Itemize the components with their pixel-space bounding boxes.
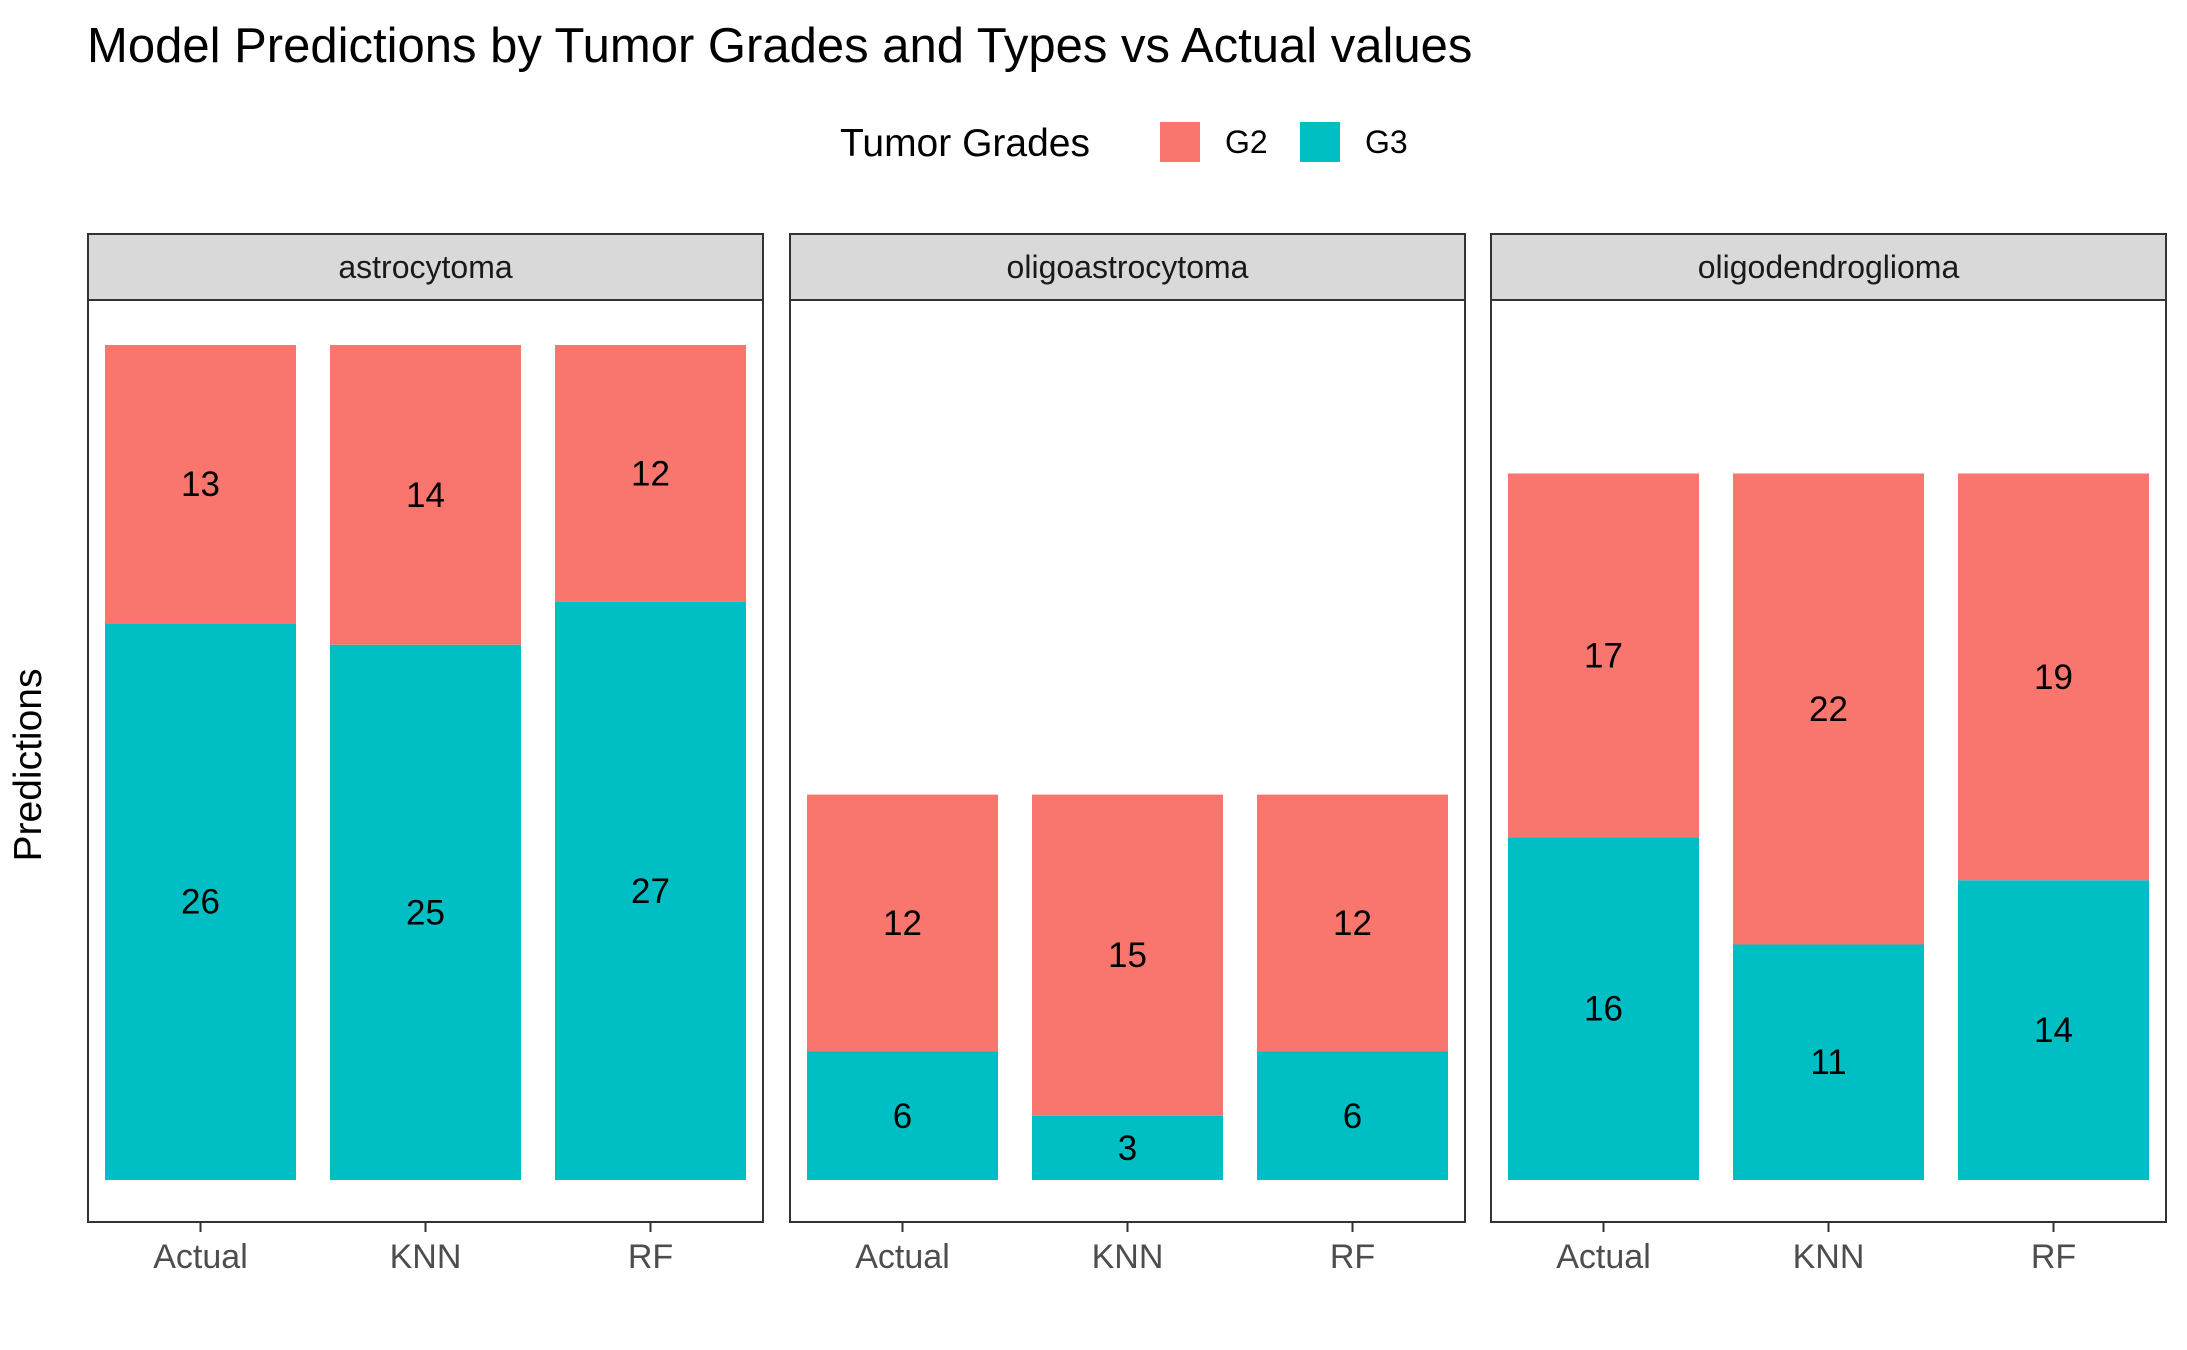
bar-g2 [1958, 473, 2149, 881]
data-label-g3: 16 [1584, 990, 1623, 1029]
data-label-g3: 6 [893, 1097, 912, 1136]
data-label-g3: 26 [181, 883, 220, 922]
bar-g3 [1032, 1115, 1223, 1180]
bar-g3 [1733, 944, 1924, 1180]
x-tick-label: RF [628, 1238, 673, 1276]
data-label-g2: 15 [1108, 936, 1147, 975]
data-label-g2: 13 [181, 465, 220, 504]
legend-swatch-g2 [1160, 122, 1200, 162]
x-tick-label: KNN [1092, 1238, 1164, 1276]
x-tick-label: RF [2031, 1238, 2076, 1276]
chart-title: Model Predictions by Tumor Grades and Ty… [87, 19, 1472, 73]
data-label-g3: 27 [631, 872, 670, 911]
data-label-g2: 14 [406, 476, 445, 515]
data-label-g2: 12 [1333, 904, 1372, 943]
data-label-g3: 11 [1810, 1043, 1846, 1082]
bar-g3 [555, 601, 746, 1180]
legend-label-g3: G3 [1365, 124, 1408, 160]
x-tick-label: KNN [1793, 1238, 1865, 1276]
legend-label-g2: G2 [1225, 124, 1268, 160]
data-label-g2: 22 [1809, 690, 1848, 729]
bar-g3 [1257, 1051, 1448, 1180]
data-label-g3: 14 [2034, 1011, 2073, 1050]
facet-strip [1490, 233, 2167, 301]
data-label-g2: 12 [883, 904, 922, 943]
legend-swatch-g3 [1300, 122, 1340, 162]
facet-astrocytoma: astrocytoma 26 13 Actual 25 14 KNN 27 12 RF [87, 233, 764, 1276]
bar-g2 [1032, 794, 1223, 1116]
bar-g2 [1508, 473, 1699, 838]
bar-g2 [807, 794, 998, 1052]
bar-g2 [1257, 794, 1448, 1052]
bar-g3 [807, 1051, 998, 1180]
x-tick-label: Actual [1556, 1238, 1651, 1276]
x-tick-label: Actual [855, 1238, 950, 1276]
bar-g2 [330, 345, 521, 645]
data-label-g3: 3 [1118, 1129, 1137, 1168]
bar-g3 [105, 623, 296, 1180]
y-axis-label: Predictions [7, 669, 50, 862]
data-label-g2: 12 [631, 454, 670, 493]
data-label-g3: 6 [1343, 1097, 1362, 1136]
facet-strip-label: oligoastrocytoma [1007, 249, 1249, 285]
bar-g3 [1508, 837, 1699, 1180]
bar-g2 [1733, 473, 1924, 945]
bar-g2 [555, 345, 746, 602]
facet-strip-label: astrocytoma [338, 249, 512, 285]
bar-g2 [105, 345, 296, 624]
bar-g3 [1958, 880, 2149, 1180]
facet-strip [87, 233, 764, 301]
legend: Tumor Grades G2 G3 [840, 122, 1408, 165]
data-label-g2: 19 [2034, 658, 2073, 697]
x-tick-label: Actual [153, 1238, 248, 1276]
facet-oligoastrocytoma: oligoastrocytoma 6 12 Actual 3 15 KNN 6 12 RF [789, 233, 1466, 1276]
data-label-g2: 17 [1584, 636, 1623, 675]
legend-title: Tumor Grades [840, 122, 1090, 165]
facet-panels: astrocytoma2613Actual2514KNN2712RFoligoa… [87, 233, 2167, 1276]
x-tick-label: KNN [390, 1238, 462, 1276]
x-tick-label: RF [1330, 1238, 1375, 1276]
facet-strip [789, 233, 1466, 301]
bar-g3 [330, 644, 521, 1180]
data-label-g3: 25 [406, 893, 445, 932]
facet-strip-label: oligodendroglioma [1698, 249, 1960, 285]
facet-oligodendroglioma: oligodendroglioma 16 17 Actual 11 22 KNN 14 19 RF [1490, 233, 2167, 1276]
